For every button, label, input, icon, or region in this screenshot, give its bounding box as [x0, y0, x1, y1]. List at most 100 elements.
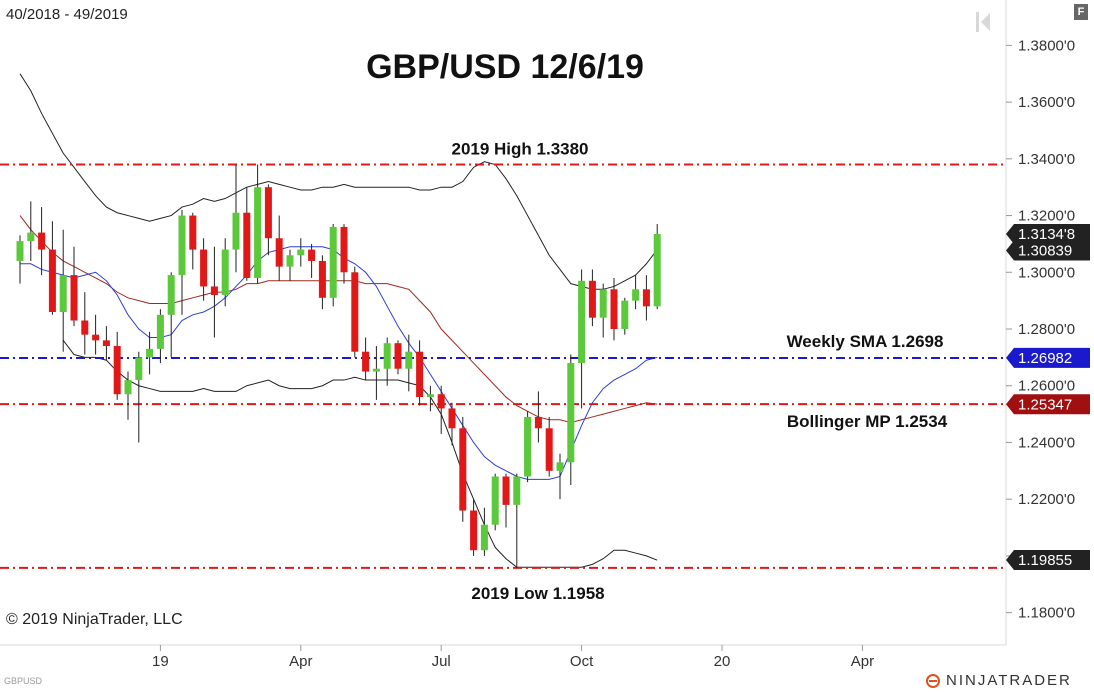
level-label: 2019 High 1.3380	[451, 140, 588, 159]
ninjatrader-logo-icon	[926, 674, 940, 688]
y-tick-label: 1.3800'0	[1018, 37, 1075, 54]
y-tick-label: 1.3600'0	[1018, 94, 1075, 111]
candle-body	[480, 524, 488, 551]
candle-body	[372, 368, 380, 372]
candle-body	[189, 215, 197, 250]
candle-body	[351, 272, 359, 352]
candle-body	[70, 275, 78, 321]
price-marker-bg	[1006, 224, 1090, 245]
candle-body	[383, 343, 391, 369]
candle-body	[459, 428, 467, 511]
candle-body	[59, 275, 67, 312]
candle-body	[513, 476, 521, 505]
scroll-start-arrow-icon	[981, 13, 990, 31]
candle-body	[621, 300, 629, 330]
copyright: © 2019 NinjaTrader, LLC	[6, 611, 183, 628]
symbol-label: GBPUSD	[4, 676, 43, 686]
brand-name: NINJATRADER	[946, 672, 1072, 689]
y-tick-label: 1.2400'0	[1018, 434, 1075, 451]
candle-body	[545, 428, 553, 471]
level-label: Weekly SMA 1.2698	[787, 332, 944, 351]
x-tick-label: Apr	[851, 653, 874, 670]
candle-body	[578, 280, 586, 364]
candle-body	[232, 212, 240, 250]
candle-body	[416, 351, 424, 398]
price-marker: 1.25347	[1006, 394, 1090, 415]
price-marker-label: 1.25347	[1018, 396, 1072, 413]
y-tick-label: 1.2200'0	[1018, 491, 1075, 508]
y-tick-label: 1.2600'0	[1018, 378, 1075, 395]
chart-title: GBP/USD 12/6/19	[366, 48, 644, 86]
price-marker-label: 1.30839	[1018, 242, 1072, 259]
x-tick-label: 20	[714, 653, 731, 670]
candle-body	[275, 238, 283, 267]
candle-body	[135, 357, 143, 381]
candle-body	[178, 215, 186, 276]
bollinger-midpoint-line	[19, 215, 658, 424]
candle-body	[653, 233, 661, 307]
x-tick-label: Apr	[289, 653, 312, 670]
candle-body	[113, 346, 121, 395]
date-range: 40/2018 - 49/2019	[6, 6, 128, 23]
candle-body	[502, 476, 510, 505]
price-marker: 1.19855	[1006, 550, 1090, 571]
candle-body	[308, 249, 316, 261]
candle-body	[610, 289, 618, 330]
candle-body	[470, 510, 478, 551]
price-marker: 1.3134'8	[1006, 224, 1090, 245]
y-tick-label: 1.2800'0	[1018, 321, 1075, 338]
candle-body	[102, 340, 110, 347]
price-marker: 1.30839	[1006, 240, 1090, 261]
candle-body	[210, 286, 218, 295]
x-tick-label: 19	[152, 653, 169, 670]
candle-body	[48, 249, 56, 312]
price-marker-bg	[1006, 550, 1090, 571]
y-tick-label: 1.3000'0	[1018, 264, 1075, 281]
price-marker: 1.26982	[1006, 347, 1090, 368]
candle-body	[200, 249, 208, 287]
candle-body	[124, 380, 132, 395]
candle-body	[340, 226, 348, 273]
candle-body	[92, 334, 100, 341]
candle-body	[394, 343, 402, 369]
price-marker-bg	[1006, 394, 1090, 415]
candle-body	[642, 289, 650, 307]
candle-body	[81, 320, 89, 335]
price-marker-label: 1.19855	[1018, 552, 1072, 569]
moving-average-line	[20, 246, 658, 480]
candle-body	[329, 226, 337, 298]
level-label: Bollinger MP 1.2534	[787, 412, 948, 431]
candle-body	[243, 212, 251, 278]
x-tick-label: Oct	[570, 653, 594, 670]
candle-body	[437, 394, 445, 409]
candle-body	[16, 241, 24, 261]
candle-body	[254, 187, 262, 278]
price-marker-label: 1.3134'8	[1018, 226, 1075, 243]
price-marker-label: 1.26982	[1018, 350, 1072, 367]
candle-body	[264, 187, 272, 239]
candle-body	[297, 249, 305, 256]
upper-bollinger-band-line	[19, 73, 658, 290]
price-marker-bg	[1006, 347, 1090, 368]
candle-body	[167, 275, 175, 315]
scroll-start-icon	[976, 12, 979, 32]
candle-body	[426, 394, 434, 398]
panel-f-icon[interactable]: F	[1074, 4, 1088, 20]
candle-body	[448, 408, 456, 429]
candle-body	[221, 249, 229, 295]
candle-body	[38, 232, 46, 250]
candle-body	[362, 351, 370, 372]
candle-body	[556, 462, 564, 471]
candle-body	[588, 280, 596, 318]
y-tick-label: 1.3200'0	[1018, 208, 1075, 225]
price-marker-bg	[1006, 240, 1090, 261]
candle-body	[146, 348, 154, 358]
candle-body	[524, 416, 532, 477]
candle-body	[632, 289, 640, 301]
candle-body	[599, 289, 607, 318]
candle-body	[405, 351, 413, 369]
candle-body	[318, 260, 326, 298]
level-label: 2019 Low 1.1958	[471, 584, 604, 603]
candle-body	[491, 476, 499, 525]
